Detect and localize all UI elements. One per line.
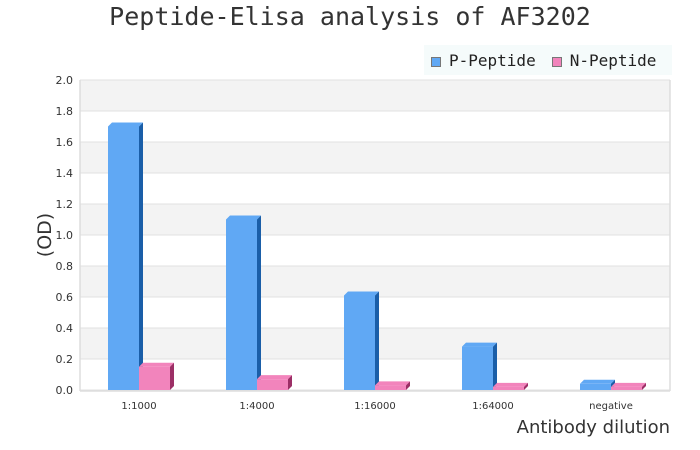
grid-band	[80, 80, 670, 111]
bar-n-peptide-1	[257, 379, 288, 390]
bar-p-peptide-3	[462, 346, 493, 390]
bar-n-peptide-2	[375, 385, 406, 390]
bar-top	[139, 362, 174, 367]
bar-side	[139, 122, 143, 390]
y-tick-label: 0.6	[56, 291, 74, 304]
bar-side	[257, 215, 261, 390]
y-tick-label: 1.0	[56, 229, 74, 242]
y-tick-label: 1.8	[56, 105, 74, 118]
legend-item-n-peptide: N-Peptide	[551, 50, 657, 70]
bar-n-peptide-3	[493, 386, 524, 390]
x-tick-label: 1:4000	[239, 401, 274, 412]
bar-side	[170, 362, 174, 390]
chart-title: Peptide-Elisa analysis of AF3202	[109, 2, 591, 31]
bar-top	[375, 381, 410, 386]
bar-p-peptide-2	[344, 295, 375, 390]
bar-side	[375, 291, 379, 390]
grid-band	[80, 204, 670, 235]
x-tick-label: negative	[589, 401, 633, 412]
x-axis-label: Antibody dilution	[517, 417, 670, 438]
legend: P-Peptide N-Peptide	[424, 45, 672, 75]
x-tick-label: 1:1000	[121, 401, 156, 412]
y-tick-label: 0.2	[56, 353, 74, 366]
y-tick-label: 1.6	[56, 136, 74, 149]
bar-side	[288, 375, 292, 390]
y-tick-label: 0.4	[56, 322, 74, 335]
bar-top	[462, 342, 497, 347]
bar-top	[344, 291, 379, 296]
bar-n-peptide-4	[611, 386, 642, 390]
bar-top	[580, 379, 615, 384]
bar-side	[493, 342, 497, 390]
y-tick-label: 0.8	[56, 260, 74, 273]
bar-side	[406, 381, 410, 390]
bar-side	[642, 382, 646, 390]
y-tick-label: 2.0	[56, 74, 74, 87]
bar-p-peptide-4	[580, 383, 611, 390]
legend-label: N-Peptide	[569, 50, 657, 70]
bar-p-peptide-1	[226, 219, 257, 390]
legend-swatch-p-peptide	[431, 57, 441, 67]
bar-top	[108, 122, 143, 127]
x-tick-label: 1:64000	[472, 401, 514, 412]
bar-top	[226, 215, 261, 220]
bar-p-peptide-0	[108, 126, 139, 390]
y-tick-label: 1.4	[56, 167, 74, 180]
y-tick-label: 0.0	[56, 384, 74, 397]
bar-top	[257, 375, 292, 380]
legend-label: P-Peptide	[449, 50, 536, 70]
bar-n-peptide-0	[139, 366, 170, 390]
grid-band	[80, 142, 670, 173]
x-tick-label: 1:16000	[354, 401, 396, 412]
legend-item-p-peptide: P-Peptide	[431, 51, 536, 70]
bar-top	[493, 382, 528, 387]
bar-side	[524, 382, 528, 390]
y-axis-label: (OD)	[34, 213, 56, 257]
legend-swatch-n-peptide	[551, 57, 562, 67]
bar-top	[611, 382, 646, 387]
y-tick-label: 1.2	[56, 198, 74, 211]
